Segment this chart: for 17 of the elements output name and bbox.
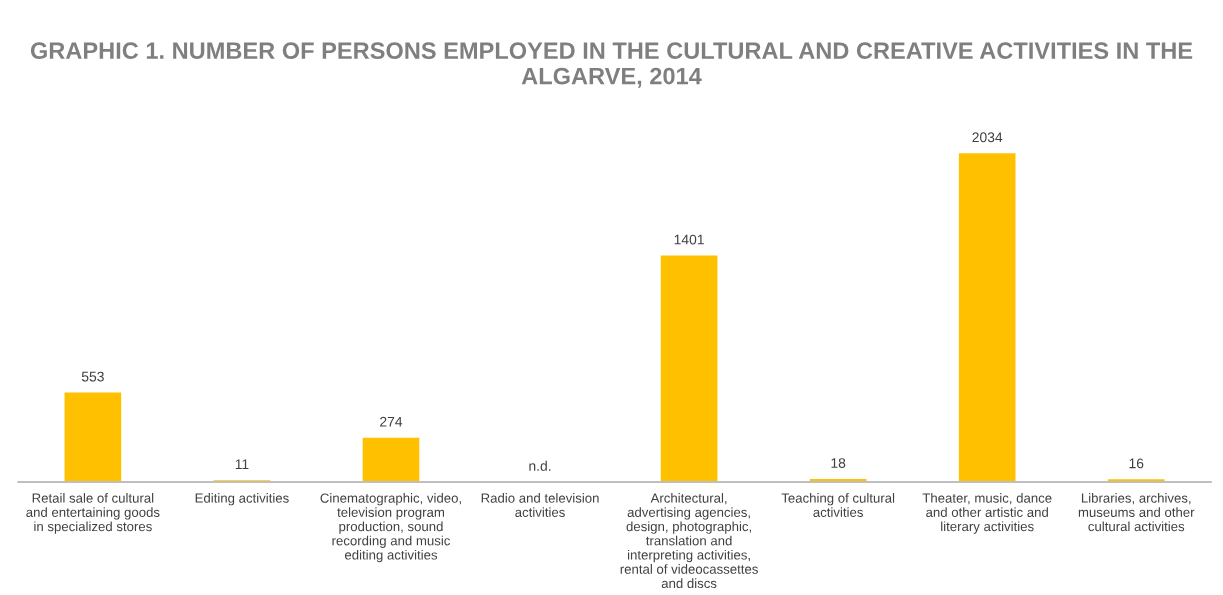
data-label: 1401 xyxy=(674,234,704,245)
data-label: 18 xyxy=(831,458,846,468)
text: n.d. xyxy=(529,460,551,471)
x-tick-label: Radio and television activities xyxy=(481,493,599,517)
x-tick-label: Teaching of cultural activities xyxy=(781,493,895,517)
chart-title: GRAPHIC 1. NUMBER OF PERSONS EMPLOYED IN THE CULTURAL AND CREATIVE ACTIVITIES IN THE ALGARVE, 2014 xyxy=(30,42,1193,88)
data-label: 274 xyxy=(380,416,403,427)
x-tick-label: Retail sale of cultural and entertaining goods in specialized stores xyxy=(26,493,160,534)
data-label: 16 xyxy=(1129,458,1144,469)
data-label: 553 xyxy=(81,371,104,382)
x-tick-label: Libraries, archives, museums and other cultural activities xyxy=(1078,493,1195,532)
x-tick-label: Cinematographic, video, television program production, sound recording and music editing activities xyxy=(320,493,461,563)
x-tick-label: Editing activities xyxy=(195,493,289,506)
data-label: 2034 xyxy=(972,132,1003,143)
x-tick-label: Theater, music, dance and other artistic and literary activities xyxy=(922,493,1052,534)
data-label: 11 xyxy=(235,459,249,469)
x-tick-label: Architectural, advertising agencies, design, photographic, translation and interpreting activities, rental of videocassettes and discs xyxy=(620,493,758,589)
